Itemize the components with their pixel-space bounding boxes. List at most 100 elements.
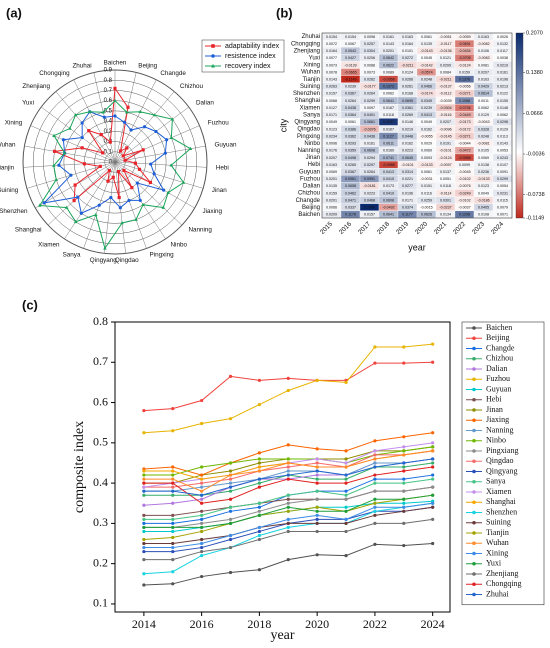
cell-label: 0.0118 bbox=[383, 113, 394, 117]
point bbox=[373, 449, 377, 453]
spoke bbox=[64, 161, 116, 240]
legend-marker bbox=[472, 510, 476, 515]
cell-label: 0.0151 bbox=[421, 184, 432, 188]
cell-label: 0.0123 bbox=[326, 127, 337, 131]
cell-label: -0.0096 bbox=[439, 127, 451, 131]
marker bbox=[42, 201, 46, 205]
legend-marker bbox=[472, 469, 476, 474]
cell-label: 0.0239 bbox=[421, 106, 432, 110]
point bbox=[286, 388, 290, 393]
cell-label: 0.0207 bbox=[440, 120, 451, 124]
cell-label: 0.0264 bbox=[364, 92, 375, 96]
legend-label: Guyuan bbox=[486, 384, 511, 393]
cell-label: 0.0191 bbox=[440, 142, 451, 146]
cell-label: 0.0661 bbox=[364, 120, 375, 124]
cell-label: 0.0374 bbox=[402, 206, 413, 210]
point bbox=[373, 345, 377, 349]
legend-marker bbox=[472, 561, 476, 566]
marker bbox=[149, 162, 153, 166]
point bbox=[431, 505, 435, 509]
point bbox=[373, 457, 377, 461]
category-label: Jinan bbox=[212, 187, 228, 194]
point bbox=[142, 477, 146, 481]
marker bbox=[162, 188, 166, 192]
category-label: Suining bbox=[0, 187, 19, 194]
cell-label: 0.0089 bbox=[383, 70, 394, 74]
point bbox=[286, 558, 290, 562]
cell-label: -0.0124 bbox=[439, 156, 451, 160]
y-tick-label: Shanghai bbox=[295, 98, 320, 104]
marker bbox=[123, 158, 127, 162]
cell-label: 0.0163 bbox=[478, 78, 489, 82]
marker bbox=[161, 205, 166, 209]
cell-label: 0.0413 bbox=[421, 113, 432, 117]
legend-label: Chizhou bbox=[486, 354, 513, 363]
point bbox=[257, 513, 261, 517]
cell-label: -0.0059 bbox=[458, 35, 470, 39]
cell-label: 0.0011 bbox=[478, 99, 489, 103]
cell-label: 0.0221 bbox=[402, 177, 413, 181]
cell-label: 0.0991 bbox=[364, 177, 375, 181]
point bbox=[171, 529, 175, 534]
cell-label: 0.0113 bbox=[497, 134, 508, 138]
cell-label: 0.0498 bbox=[345, 156, 356, 160]
cell-label: 0.0069 bbox=[478, 156, 489, 160]
y-tick-label: Ninbo bbox=[304, 141, 320, 147]
cell-label: 0.0622 bbox=[383, 63, 394, 67]
spoke bbox=[47, 161, 116, 226]
point bbox=[431, 541, 435, 546]
legend-label: Nanning bbox=[486, 425, 514, 434]
point bbox=[200, 541, 204, 546]
marker bbox=[127, 198, 131, 203]
marker bbox=[113, 114, 117, 118]
point bbox=[344, 457, 348, 461]
cell-label: 0.0049 bbox=[326, 120, 337, 124]
cell-label: 0.0362 bbox=[345, 134, 356, 138]
cell-label: 0.0143 bbox=[497, 142, 508, 146]
marker bbox=[102, 115, 106, 119]
legend-marker bbox=[472, 551, 476, 556]
marker bbox=[129, 128, 133, 132]
x-tick-label: 2022 bbox=[452, 220, 467, 235]
marker bbox=[73, 113, 78, 117]
legend-marker bbox=[472, 459, 476, 464]
legend-label: Xiamen bbox=[486, 487, 511, 496]
point bbox=[228, 517, 233, 521]
x-tick-label: 2023 bbox=[471, 220, 486, 235]
point bbox=[286, 473, 290, 477]
cell-label: 0.0337 bbox=[345, 206, 356, 210]
spoke bbox=[114, 125, 200, 163]
point bbox=[257, 477, 261, 481]
point bbox=[402, 469, 406, 473]
cell-label: 0.0072 bbox=[326, 42, 337, 46]
legend-marker bbox=[472, 418, 476, 423]
cell-label: 0.0081 bbox=[478, 63, 489, 67]
point bbox=[315, 457, 319, 461]
cell-label: 0.1088 bbox=[459, 99, 470, 103]
point bbox=[228, 374, 233, 378]
point bbox=[315, 521, 319, 525]
cell-label: 0.0038 bbox=[497, 56, 508, 60]
marker bbox=[101, 110, 105, 114]
category-label: Sanya bbox=[63, 252, 81, 259]
cell-label: -0.0112 bbox=[440, 92, 452, 96]
y-tick-label: 0.7 bbox=[93, 354, 108, 368]
point bbox=[142, 503, 146, 507]
point bbox=[142, 489, 146, 493]
point bbox=[373, 505, 377, 509]
y-tick-label: Changde bbox=[296, 198, 321, 204]
category-label: Chongqing bbox=[39, 70, 70, 77]
cell-label: 0.0117 bbox=[497, 49, 508, 53]
point bbox=[286, 501, 290, 505]
point bbox=[142, 493, 146, 497]
cell-label: 0.0127 bbox=[326, 106, 337, 110]
point bbox=[200, 485, 204, 489]
cell-label: -0.0083 bbox=[477, 56, 489, 60]
cell-label: 0.0078 bbox=[326, 70, 337, 74]
point bbox=[171, 469, 175, 473]
legend-label: Hebi bbox=[486, 395, 502, 404]
point bbox=[373, 509, 377, 513]
cell-label: 0.0201 bbox=[326, 198, 337, 202]
point bbox=[431, 360, 435, 364]
point bbox=[142, 469, 146, 473]
